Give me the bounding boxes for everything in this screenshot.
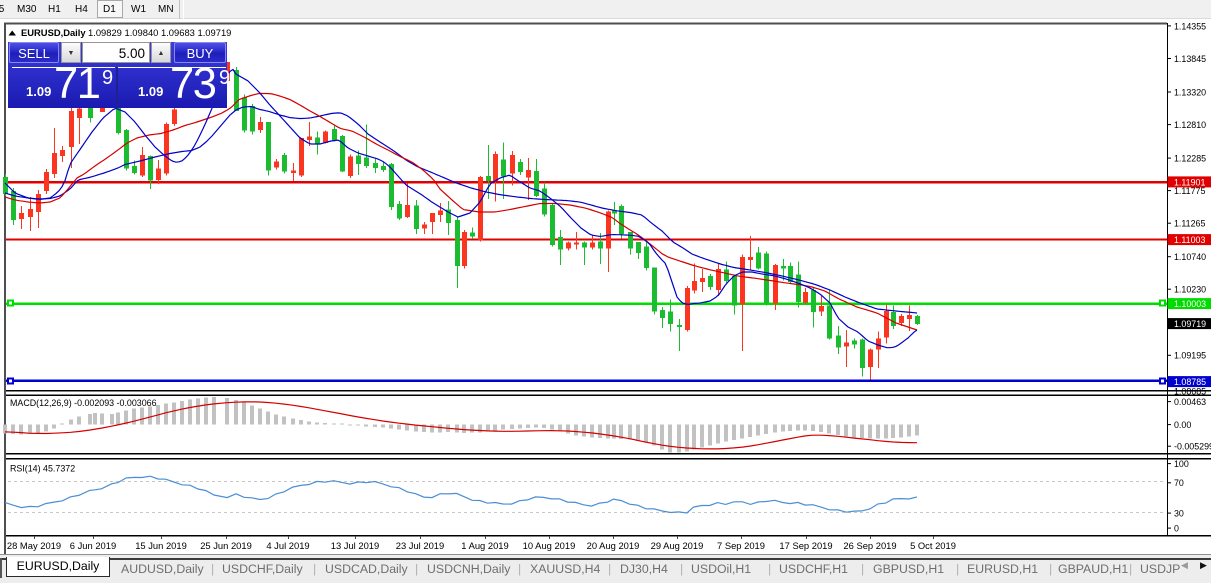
svg-text:0.00: 0.00 [1174, 420, 1191, 430]
svg-text:0.00463: 0.00463 [1174, 397, 1206, 407]
svg-text:23 Jul 2019: 23 Jul 2019 [396, 540, 444, 551]
svg-text:1.08685: 1.08685 [1174, 387, 1206, 397]
svg-text:5 Oct 2019: 5 Oct 2019 [910, 540, 956, 551]
svg-text:1.13845: 1.13845 [1174, 54, 1206, 64]
svg-text:7 Sep 2019: 7 Sep 2019 [717, 540, 765, 551]
svg-text:1.10740: 1.10740 [1174, 252, 1206, 262]
svg-text:4 Jul 2019: 4 Jul 2019 [266, 540, 309, 551]
svg-text:26 Sep 2019: 26 Sep 2019 [843, 540, 896, 551]
svg-text:EURUSD,Daily: EURUSD,Daily [21, 27, 86, 38]
svg-text:100: 100 [1174, 459, 1189, 469]
svg-text:28 May 2019: 28 May 2019 [7, 540, 61, 551]
svg-text:RSI(14) 45.7372: RSI(14) 45.7372 [10, 464, 75, 474]
svg-text:30: 30 [1174, 509, 1184, 519]
svg-text:1.08785: 1.08785 [1174, 377, 1206, 387]
svg-text:1.11775: 1.11775 [1174, 186, 1205, 196]
svg-text:1.12810: 1.12810 [1174, 120, 1206, 130]
svg-text:13 Jul 2019: 13 Jul 2019 [331, 540, 379, 551]
svg-text:1.11003: 1.11003 [1174, 235, 1205, 245]
svg-text:1.14355: 1.14355 [1174, 21, 1206, 31]
svg-text:1.10230: 1.10230 [1174, 285, 1206, 295]
svg-text:MACD(12,26,9) -0.002093 -0.003: MACD(12,26,9) -0.002093 -0.003066 [10, 398, 157, 408]
svg-text:1.11901: 1.11901 [1174, 177, 1205, 187]
svg-text:1.12285: 1.12285 [1174, 154, 1206, 164]
svg-text:1.11265: 1.11265 [1174, 219, 1205, 229]
svg-text:-0.005299: -0.005299 [1174, 442, 1211, 452]
svg-text:1.13320: 1.13320 [1174, 87, 1206, 97]
svg-text:17 Sep 2019: 17 Sep 2019 [779, 540, 832, 551]
svg-text:1.10003: 1.10003 [1174, 299, 1206, 309]
svg-text:10 Aug 2019: 10 Aug 2019 [523, 540, 576, 551]
svg-text:29 Aug 2019: 29 Aug 2019 [651, 540, 704, 551]
svg-text:1.09829 1.09840 1.09683 1.0971: 1.09829 1.09840 1.09683 1.09719 [88, 27, 231, 38]
svg-text:1 Aug 2019: 1 Aug 2019 [461, 540, 508, 551]
svg-text:1.09195: 1.09195 [1174, 351, 1206, 361]
svg-text:6 Jun 2019: 6 Jun 2019 [70, 540, 116, 551]
svg-text:70: 70 [1174, 478, 1184, 488]
svg-text:0: 0 [1174, 524, 1179, 534]
svg-text:1.09719: 1.09719 [1174, 319, 1206, 329]
svg-text:20 Aug 2019: 20 Aug 2019 [587, 540, 640, 551]
svg-text:25 Jun 2019: 25 Jun 2019 [200, 540, 252, 551]
svg-text:15 Jun 2019: 15 Jun 2019 [135, 540, 187, 551]
